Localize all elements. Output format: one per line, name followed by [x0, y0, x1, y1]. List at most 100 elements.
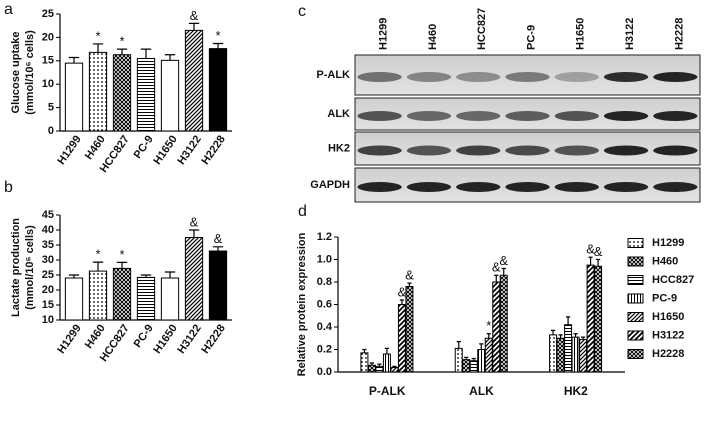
legend-label: PC-9: [652, 292, 677, 304]
significance-marker: &: [405, 268, 414, 283]
blot-band: [406, 72, 452, 82]
blot-band: [554, 145, 599, 156]
lane-label: PC-9: [525, 25, 537, 50]
x-tick-label: H1650: [151, 323, 179, 356]
error-bar: [212, 246, 224, 251]
bar: [382, 353, 391, 373]
blot-row-label: HK2: [328, 142, 350, 154]
blot-band: [603, 111, 649, 121]
significance-marker: &: [190, 214, 199, 229]
bar: [594, 265, 603, 373]
bar: [390, 367, 399, 373]
bar: [184, 29, 204, 132]
blot-band: [357, 72, 402, 82]
error-bar: [92, 261, 104, 272]
blot-band: [357, 182, 402, 192]
blot-band: [653, 111, 698, 121]
y-tick-label: 10: [42, 314, 54, 326]
x-tick-label: H1299: [55, 323, 83, 356]
error-bar: [68, 56, 80, 64]
error-bar: [68, 274, 80, 278]
x-tick-label: H2228: [199, 134, 227, 167]
legend-swatch: [627, 349, 644, 359]
x-tick-label: H1299: [55, 134, 83, 167]
bar: [160, 277, 180, 321]
bar: [112, 54, 132, 132]
significance-marker: *: [215, 28, 220, 43]
bar: [112, 267, 132, 321]
blot-band: [603, 72, 649, 82]
error-bar: [362, 348, 367, 353]
legend-label: H460: [652, 255, 678, 267]
error-bar: [392, 365, 397, 368]
error-bar: [399, 299, 405, 305]
blot-band: [554, 72, 599, 82]
blot-band: [456, 145, 501, 156]
y-tick-label: 0.4: [317, 321, 333, 333]
x-tick-label: H3122: [175, 323, 203, 356]
bar: [208, 250, 228, 321]
bar: [579, 338, 588, 373]
significance-marker: *: [119, 34, 124, 49]
blot-band: [653, 182, 698, 192]
y-axis-label: (mmol/10⁶ cells): [24, 225, 36, 310]
significance-marker: *: [95, 28, 100, 43]
x-tick-label: PC-9: [132, 323, 156, 350]
error-bar: [573, 333, 578, 338]
blot-band: [456, 111, 501, 121]
y-tick-label: 20: [42, 284, 54, 296]
y-tick-label: 25: [42, 8, 54, 20]
bar: [571, 336, 580, 373]
error-bar: [212, 42, 224, 49]
significance-marker: &: [398, 284, 407, 299]
error-bar: [116, 261, 128, 269]
error-bar: [494, 274, 499, 282]
panel-label: b: [4, 179, 13, 196]
blot-band: [505, 182, 550, 192]
bar: [462, 359, 471, 373]
blot-band: [406, 182, 452, 192]
y-tick-label: 30: [42, 254, 54, 266]
significance-marker: &: [594, 244, 603, 259]
x-tick-label: PC-9: [132, 134, 156, 161]
x-tick-label: P-ALK: [369, 384, 406, 398]
lane-label: HCC827: [476, 8, 488, 50]
y-tick-label: 0.8: [317, 276, 332, 288]
blot-band: [603, 182, 649, 192]
bar: [136, 276, 156, 321]
lane-label: H3122: [624, 18, 636, 50]
error-bar: [558, 334, 563, 339]
error-bar: [486, 333, 491, 339]
y-tick-label: 35: [42, 239, 54, 251]
error-bar: [369, 362, 375, 366]
y-tick-label: 45: [42, 209, 54, 221]
bar: [454, 347, 463, 373]
error-bar: [140, 48, 152, 59]
error-bar: [116, 48, 128, 55]
error-bar: [456, 341, 461, 349]
bar: [405, 286, 414, 373]
blot-band: [554, 182, 599, 192]
blot-band: [456, 72, 501, 82]
legend-swatch: [627, 238, 644, 248]
significance-marker: *: [486, 318, 491, 333]
y-tick-label: 15: [42, 55, 54, 67]
bar: [360, 352, 369, 373]
error-bar: [384, 347, 390, 354]
y-tick-label: 40: [42, 224, 54, 236]
bar: [136, 57, 156, 132]
legend-swatch: [627, 275, 644, 285]
significance-marker: *: [95, 247, 100, 262]
legend-swatch: [627, 330, 644, 341]
blot-band: [357, 111, 402, 121]
bar: [367, 364, 376, 373]
error-bar: [377, 363, 382, 367]
error-bar: [580, 336, 586, 340]
legend-swatch: [627, 312, 644, 322]
x-tick-label: H1650: [151, 134, 179, 167]
blot-band: [554, 111, 599, 121]
y-tick-label: 0.2: [317, 343, 332, 355]
error-bar: [188, 229, 200, 238]
blot-band: [653, 145, 698, 156]
